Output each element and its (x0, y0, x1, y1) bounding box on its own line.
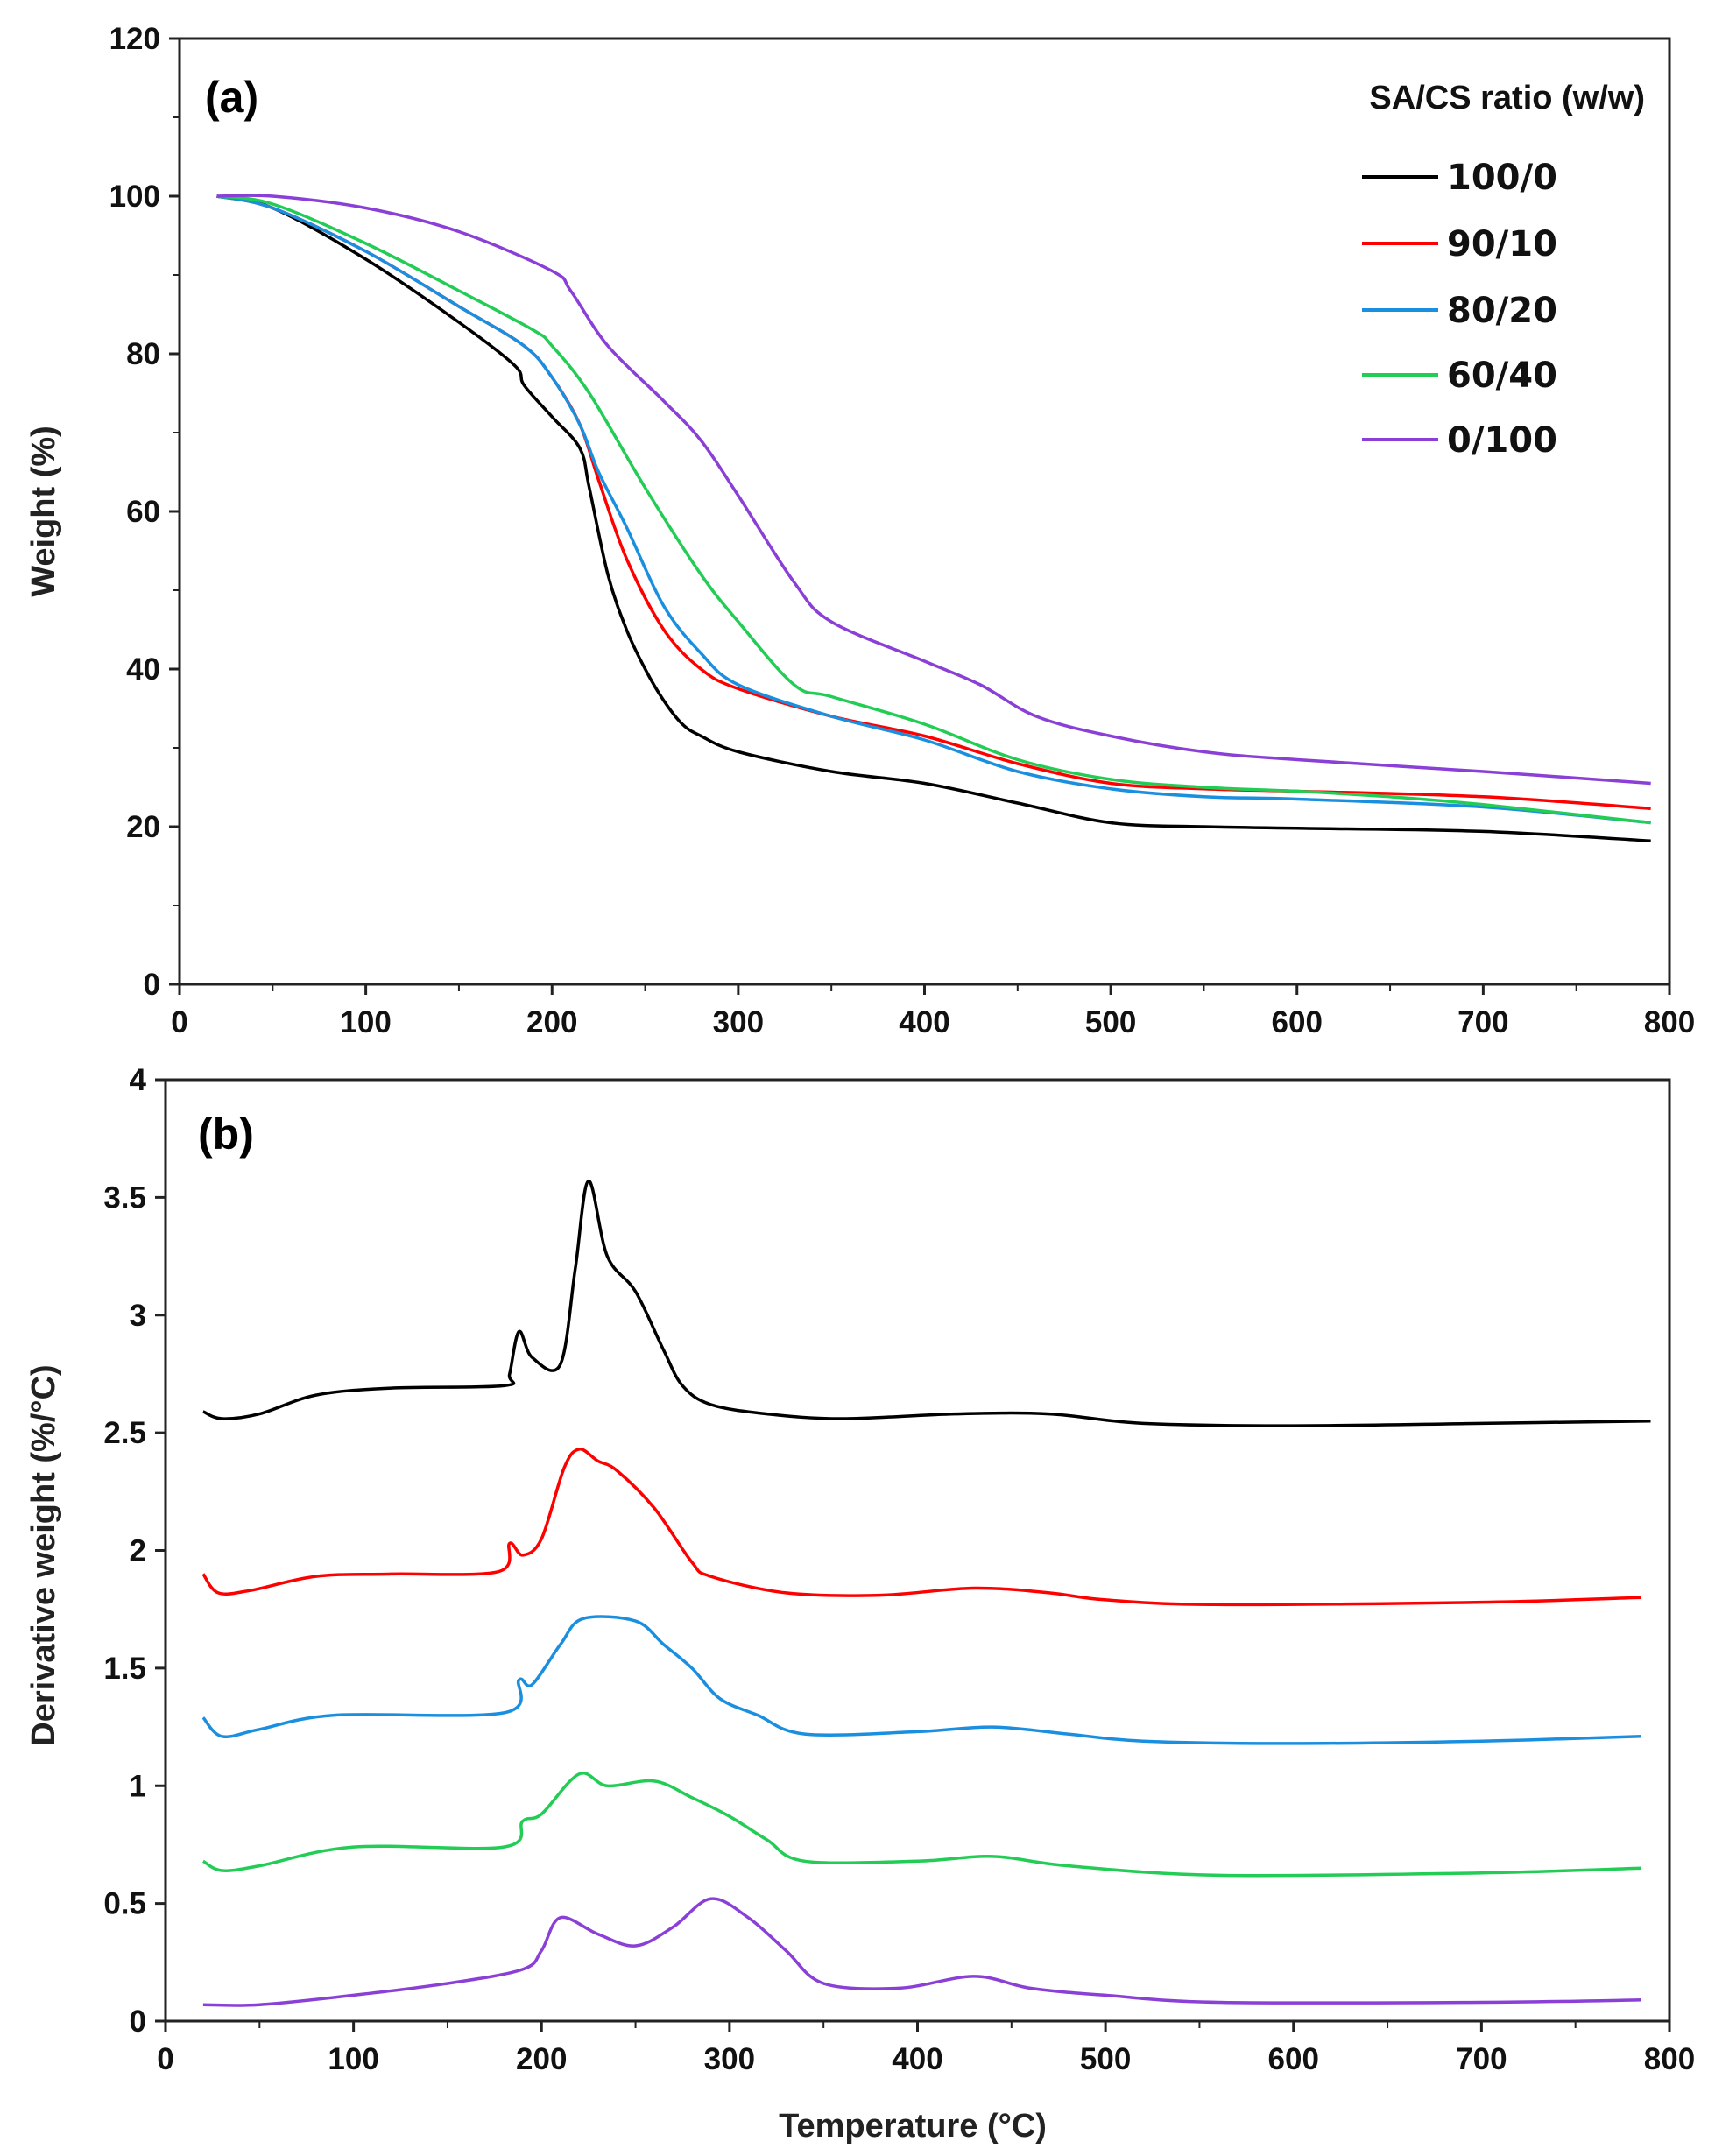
legend-entry: 100/0 (1447, 158, 1557, 198)
x-tick-label: 400 (899, 1005, 949, 1039)
series-line-100-0 (216, 194, 1651, 842)
series-line-60-40 (216, 194, 1651, 825)
series-line-80-20 (201, 1615, 1641, 1745)
x-tick-label: 200 (526, 1005, 577, 1039)
panel-b-label: (b) (198, 1110, 254, 1159)
y-tick-label: 2 (130, 1534, 146, 1568)
y-tick-label: 100 (109, 180, 160, 214)
x-tick-label: 600 (1272, 1005, 1323, 1039)
series-line-0-100 (202, 1897, 1641, 2007)
series-line-80-20 (216, 194, 1651, 825)
x-tick-label: 200 (516, 2042, 567, 2076)
x-tick-label: 400 (892, 2042, 942, 2076)
panel-b-dtg: 0 100 200 300 400 500 600 700 800 0 0.5 1 1.5 2 2.5 3 3.… (103, 1063, 1695, 2076)
legend: 100/0 90/10 80/20 60/40 0/100 (1362, 158, 1557, 461)
x-tick-label: 100 (340, 1005, 391, 1039)
y-tick-label: 4 (130, 1063, 147, 1097)
plot-frame (178, 37, 1671, 986)
x-tick-label: 300 (704, 2042, 755, 2076)
series-line-100-0 (202, 1179, 1651, 1427)
series-line-60-40 (202, 1772, 1641, 1878)
y-axis-label-b: Derivative weight (%/°C) (25, 1364, 62, 1745)
legend-entry: 90/10 (1447, 224, 1557, 264)
y-axis-label-a: Weight (%) (25, 426, 62, 597)
x-tick-label: 700 (1457, 1005, 1508, 1039)
y-tick-label: 0.5 (103, 1887, 146, 1921)
y-tick-label: 40 (126, 652, 160, 687)
y-tick-label: 1 (130, 1769, 146, 1803)
y-tick-label: 60 (126, 495, 160, 529)
panel-a-label: (a) (205, 73, 258, 122)
legend-entry: 80/20 (1447, 291, 1557, 331)
x-tick-label: 500 (1085, 1005, 1136, 1039)
y-tick-label: 2.5 (103, 1416, 146, 1450)
x-tick-label: 0 (157, 2042, 173, 2076)
x-tick-label: 800 (1644, 1005, 1695, 1039)
x-tick-label: 600 (1268, 2042, 1319, 2076)
y-tick-label: 20 (126, 810, 160, 844)
x-tick-label: 0 (171, 1005, 187, 1039)
x-tick-label: 700 (1456, 2042, 1507, 2076)
legend-title: SA/CS ratio (w/w) (1369, 80, 1645, 116)
x-tick-label: 100 (328, 2042, 378, 2076)
y-tick-label: 80 (126, 337, 160, 371)
x-tick-label: 800 (1644, 2042, 1695, 2076)
y-tick-label: 3.5 (103, 1180, 146, 1215)
y-tick-label: 0 (130, 2005, 146, 2039)
y-tick-label: 3 (130, 1299, 146, 1333)
x-tick-label: 500 (1080, 2042, 1131, 2076)
series-line-90-10 (201, 1448, 1641, 1607)
series-line-0-100 (216, 194, 1651, 786)
series-line-90-10 (216, 194, 1651, 811)
x-tick-label: 300 (713, 1005, 764, 1039)
panel-a-tga: 0 100 200 300 400 500 600 700 800 0 20 40 60 80 100 120 (109, 22, 1696, 1039)
plot-frame (164, 1078, 1671, 2023)
y-tick-label: 1.5 (103, 1652, 146, 1686)
legend-entry: 0/100 (1447, 420, 1557, 461)
y-tick-label: 0 (144, 968, 160, 1002)
x-axis-label-b: Temperature (°C) (779, 2108, 1047, 2145)
legend-entry: 60/40 (1447, 356, 1557, 396)
y-tick-label: 120 (109, 22, 160, 56)
